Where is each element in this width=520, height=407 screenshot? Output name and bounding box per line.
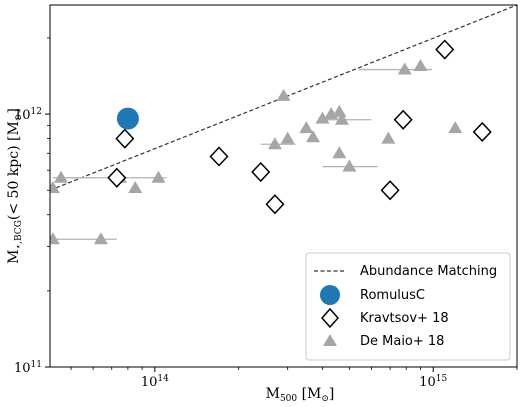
de-maio-marker	[50, 181, 60, 194]
kravtsov-marker	[265, 194, 285, 215]
kravtsov-marker	[472, 121, 492, 143]
legend-abundance-label: Abundance Matching	[360, 264, 497, 279]
kravtsov-marker	[209, 146, 229, 167]
abundance-matching-line	[50, 5, 517, 191]
y-tick-label: 1012	[14, 107, 42, 123]
romulusc-marker	[116, 107, 139, 130]
de-maio-marker	[306, 130, 321, 143]
de-maio-marker	[280, 131, 295, 144]
de-maio-marker	[315, 111, 330, 124]
de-maio-marker	[334, 112, 349, 125]
de-maio-marker	[332, 146, 347, 159]
de-maio-marker	[381, 131, 396, 144]
legend: Abundance Matching RomulusC Kravtsov+ 18…	[305, 252, 511, 361]
legend-romulus-label: RomulusC	[360, 288, 425, 303]
de-maio-marker	[332, 104, 347, 117]
de-maio-marker	[267, 137, 282, 150]
de-maio-marker	[448, 121, 463, 134]
de-maio-marker	[342, 159, 357, 172]
x-axis-label: M500 [M⊙]	[266, 386, 335, 404]
kravtsov-marker	[115, 128, 135, 149]
de-maio-marker	[397, 62, 412, 75]
x-tick-label: 1014	[141, 374, 169, 390]
de-maio-marker	[53, 170, 68, 183]
kravtsov-marker	[380, 180, 400, 201]
y-tick-label: 1011	[14, 360, 42, 376]
legend-kravtsov-label: Kravtsov+ 18	[360, 311, 449, 326]
de-maio-marker	[128, 181, 143, 194]
axis-ticks: 1014 1015 1011 1012	[14, 37, 518, 390]
legend-demaio-marker	[323, 334, 337, 346]
x-tick-label: 1015	[419, 374, 447, 390]
de-maio-marker	[50, 232, 60, 245]
legend-romulus-marker	[320, 285, 340, 305]
plot-content	[50, 5, 517, 245]
kravtsov-marker	[107, 167, 127, 188]
legend-kravtsov-marker	[320, 307, 340, 329]
legend-box	[305, 252, 511, 361]
kravtsov-marker	[435, 39, 455, 60]
de-maio-marker	[276, 88, 291, 101]
plot-area	[50, 5, 517, 245]
plot-frame	[49, 4, 518, 368]
de-maio-marker	[413, 58, 428, 71]
legend-demaio-label: De Maio+ 18	[360, 334, 444, 349]
kravtsov-marker	[393, 109, 413, 130]
y-axis-label: M⋆,BCG(< 50 kpc) [M⊙]	[6, 108, 24, 264]
kravtsov-marker	[251, 161, 271, 183]
de-maio-marker	[93, 232, 108, 245]
de-maio-marker	[299, 121, 314, 134]
de-maio-marker	[151, 170, 166, 183]
